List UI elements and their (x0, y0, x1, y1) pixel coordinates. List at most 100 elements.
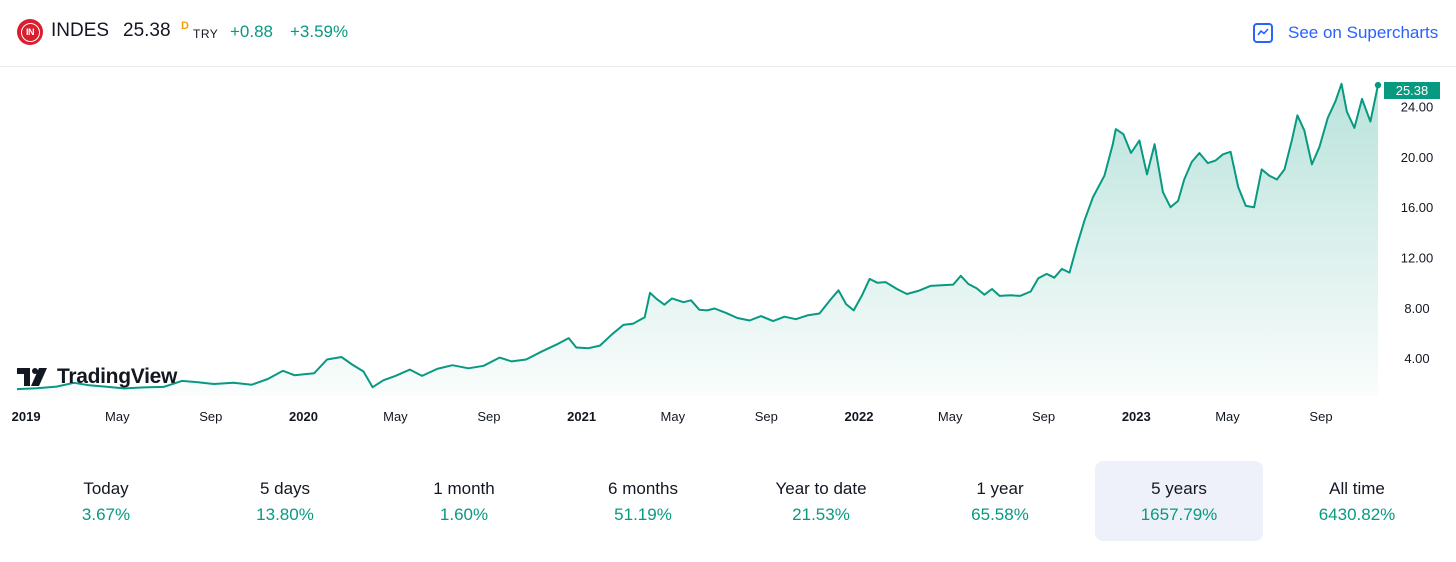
price-point (1190, 160, 1194, 164)
supercharts-label: See on Supercharts (1288, 23, 1439, 42)
price-point (662, 303, 666, 307)
price-point (381, 378, 385, 382)
price-point (670, 296, 674, 300)
chart-line-icon (1253, 23, 1273, 43)
tradingview-logo: TradingView (17, 365, 177, 389)
period-tab[interactable]: 6 months 51.19% (559, 461, 727, 541)
price-point (1295, 113, 1299, 117)
price-point (928, 284, 932, 288)
price-point (1302, 128, 1306, 132)
last-price-dot (1374, 81, 1382, 89)
price-point (1290, 137, 1294, 141)
price-point (951, 283, 955, 287)
period-label: Year to date (775, 479, 867, 498)
company-logo: IN (17, 19, 43, 45)
price-point (1206, 161, 1210, 165)
price-change-percent: +3.59% (290, 22, 349, 41)
price-point (982, 293, 986, 297)
price-point (340, 355, 344, 359)
price-point (1145, 172, 1149, 176)
price-point (250, 383, 254, 387)
price-point (498, 356, 502, 360)
see-on-supercharts-button[interactable]: See on Supercharts (1253, 18, 1438, 48)
period-label: 5 years (1151, 479, 1207, 498)
price-point (540, 349, 544, 353)
price-point (771, 319, 775, 323)
period-tab[interactable]: 1 month 1.60% (380, 461, 548, 541)
price-point (705, 308, 709, 312)
period-label: Today (83, 479, 129, 498)
price-point (466, 366, 470, 370)
period-change-value: 65.58% (971, 505, 1029, 524)
price-point (325, 358, 329, 362)
price-point (1075, 243, 1079, 247)
price-point (748, 319, 752, 323)
delayed-flag: D (181, 20, 189, 32)
price-point (1060, 267, 1064, 271)
period-label: All time (1329, 479, 1385, 498)
period-tab[interactable]: Today 3.67% (22, 461, 190, 541)
tradingview-icon (17, 368, 47, 386)
price-point (312, 371, 316, 375)
period-change-value: 21.53% (792, 505, 850, 524)
price-point (1045, 272, 1049, 276)
tradingview-wordmark: TradingView (57, 365, 178, 388)
price-point (805, 313, 809, 317)
y-tick-label: 20.00 (1401, 150, 1434, 165)
price-point (1091, 195, 1095, 199)
period-tab[interactable]: Year to date 21.53% (737, 461, 905, 541)
price-point (212, 382, 216, 386)
price-point (966, 282, 970, 286)
currency-label: TRY (193, 27, 219, 41)
period-performance-bar: Today 3.67% 5 days 13.80% 1 month 1.60% 6 mont… (0, 460, 1456, 542)
price-point (759, 314, 763, 318)
period-change-value: 3.67% (81, 505, 131, 524)
price-point (556, 342, 560, 346)
price-point (1137, 139, 1141, 143)
price-point (1029, 290, 1033, 294)
logo-text: IN (20, 22, 40, 42)
price-point (860, 293, 864, 297)
x-tick-label: 2019 (12, 409, 41, 424)
period-change-value: 1.60% (439, 505, 489, 524)
period-tab[interactable]: 5 days 13.80% (201, 461, 369, 541)
price-point (655, 297, 659, 301)
price-point (852, 308, 856, 312)
x-tick-label: Sep (199, 409, 222, 424)
price-point (818, 312, 822, 316)
price-point (1368, 120, 1372, 124)
price-point (196, 380, 200, 384)
price-point (1345, 110, 1349, 114)
price-point (1360, 97, 1364, 101)
x-tick-label: Sep (477, 409, 500, 424)
period-tab[interactable]: All time 6430.82% (1273, 461, 1441, 541)
period-change-value: 6430.82% (1318, 505, 1396, 524)
price-point (610, 332, 614, 336)
price-chart[interactable]: 4.00 8.00 12.00 16.00 20.00 24.00 25.38 2019 Ma… (0, 67, 1456, 437)
price-point (697, 308, 701, 312)
price-point (916, 289, 920, 293)
price-point (1213, 159, 1217, 163)
price-point (1326, 116, 1330, 120)
price-point (1267, 174, 1271, 178)
price-point (408, 368, 412, 372)
price-point (1161, 190, 1165, 194)
price-point (450, 363, 454, 367)
price-point (631, 322, 635, 326)
period-label: 1 month (433, 479, 495, 498)
y-tick-label: 16.00 (1401, 200, 1434, 215)
ticker-symbol[interactable]: INDES (51, 20, 110, 41)
price-point (844, 302, 848, 306)
price-point (990, 287, 994, 291)
last-price: 25.38 (123, 20, 171, 41)
price-point (1318, 145, 1322, 149)
price-point (1260, 167, 1264, 171)
period-change-value: 51.19% (614, 505, 672, 524)
price-point (724, 311, 728, 315)
period-tab[interactable]: 1 year 65.58% (916, 461, 1084, 541)
price-point (829, 297, 833, 301)
price-point (266, 377, 270, 381)
x-tick-label: May (1215, 409, 1240, 424)
period-tab[interactable]: 5 years 1657.79% (1095, 461, 1263, 541)
price-point (1275, 178, 1279, 182)
